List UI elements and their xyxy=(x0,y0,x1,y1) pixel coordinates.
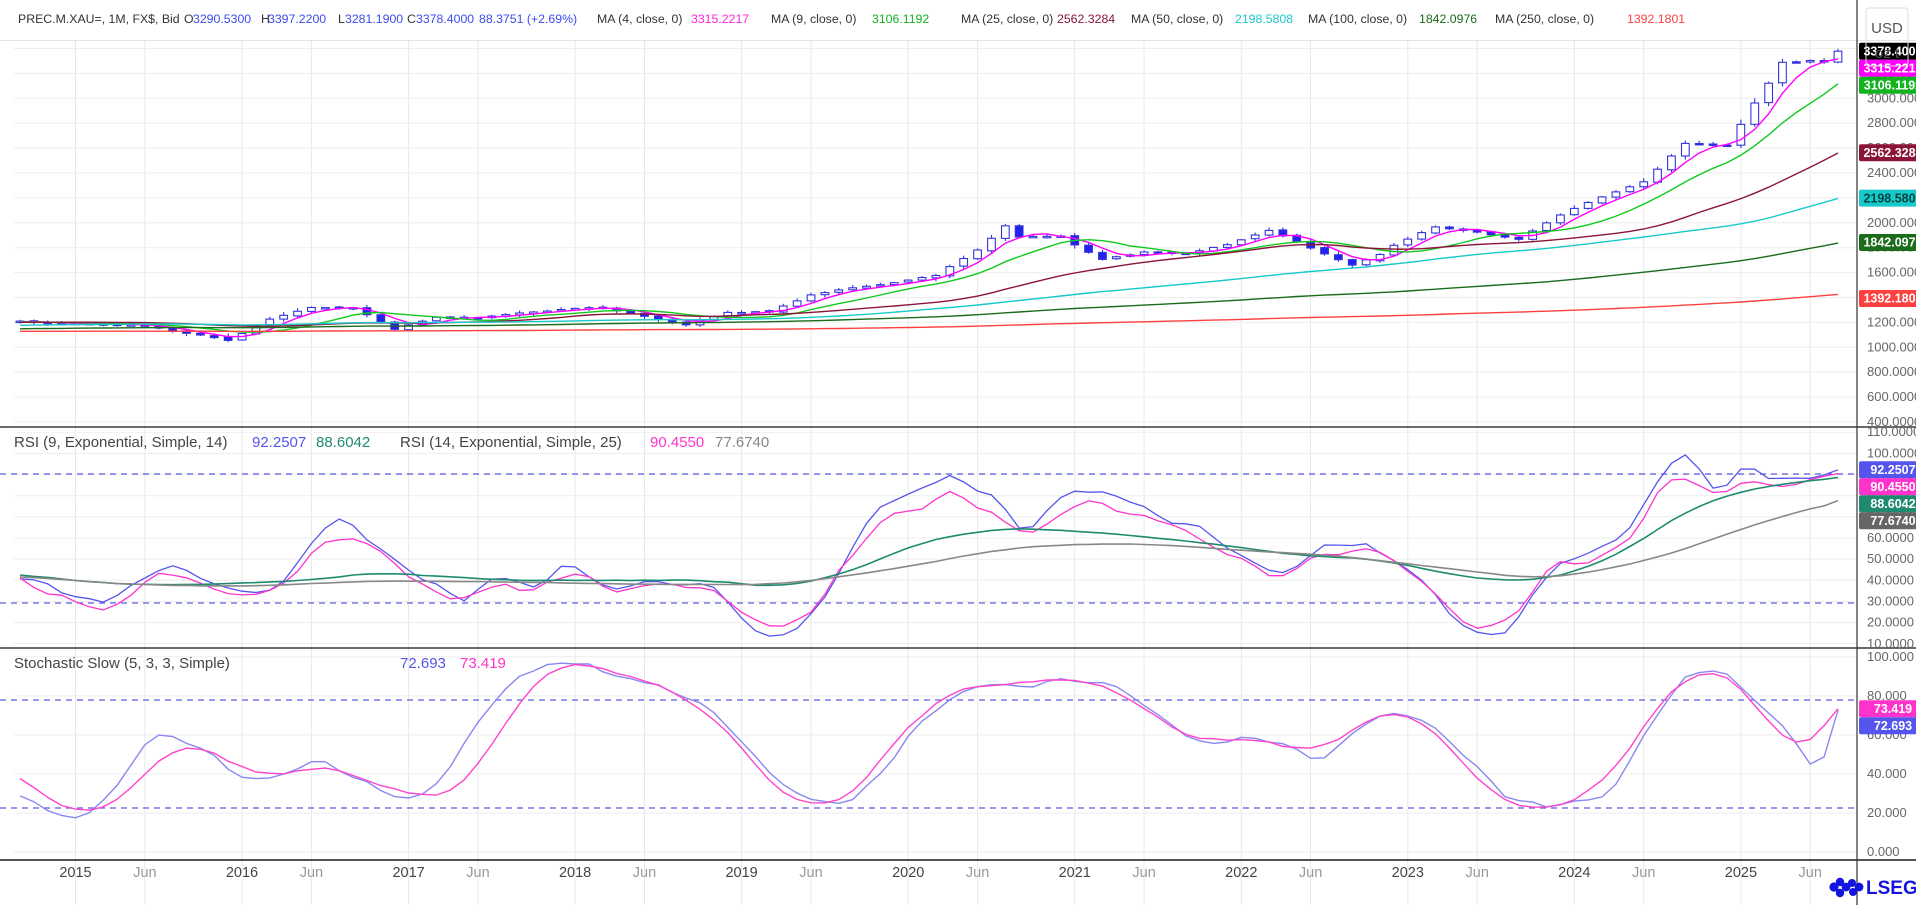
svg-text:LSEG: LSEG xyxy=(1866,878,1916,899)
